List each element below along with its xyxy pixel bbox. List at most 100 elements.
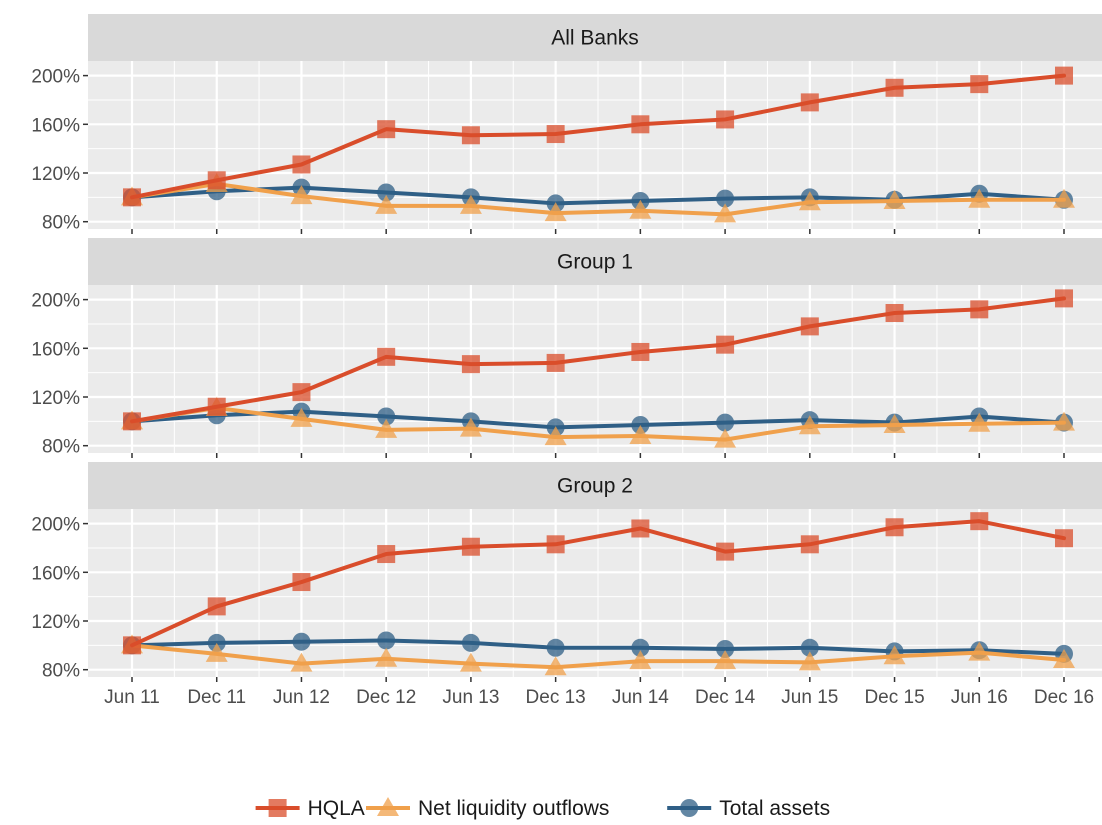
x-tick-label: Dec 16 xyxy=(1034,687,1094,708)
legend-key-marker xyxy=(377,797,399,816)
data-point-net-liquidity-outflows xyxy=(544,202,567,222)
legend-item-hqla: HQLA xyxy=(255,797,365,820)
data-point-hqla xyxy=(461,537,480,556)
data-point-net-liquidity-outflows xyxy=(290,185,313,205)
data-point-total-assets xyxy=(716,413,735,432)
data-point-net-liquidity-outflows xyxy=(544,656,567,676)
series-line-hqla xyxy=(130,519,1066,648)
data-point-net-liquidity-outflows xyxy=(1053,188,1075,208)
data-point-net-liquidity-outflows xyxy=(714,428,737,448)
data-point-net-liquidity-outflows xyxy=(798,415,821,435)
x-tick-label: Dec 13 xyxy=(526,687,586,708)
panel-group-2: Group 2 80% 120% 160% 200% xyxy=(31,462,1102,682)
y-tick-label: 80% xyxy=(42,661,80,682)
data-point-net-liquidity-outflows xyxy=(459,194,482,214)
x-tick-label: Jun 16 xyxy=(951,687,1008,708)
data-point-net-liquidity-outflows xyxy=(798,651,821,671)
panel-group-1: Group 1 80% 120% 160% 200% xyxy=(31,238,1102,458)
y-tick-label: 80% xyxy=(42,213,80,234)
data-point-total-assets xyxy=(800,638,819,657)
data-point-hqla xyxy=(377,545,396,564)
y-tick-label: 120% xyxy=(31,612,80,633)
data-point-hqla xyxy=(546,353,565,372)
panel-title: Group 2 xyxy=(557,475,633,498)
data-point-net-liquidity-outflows xyxy=(629,650,652,670)
panel-all-banks: All Banks 80% 120% 160% 200% xyxy=(31,14,1102,234)
y-tick-label: 80% xyxy=(42,437,80,458)
data-point-net-liquidity-outflows xyxy=(205,642,228,662)
data-point-hqla xyxy=(800,93,819,112)
legend-label: HQLA xyxy=(308,797,365,820)
series-line-total-assets xyxy=(130,638,1066,656)
data-point-hqla xyxy=(970,75,989,94)
data-point-net-liquidity-outflows xyxy=(883,645,906,665)
y-tick-label: 200% xyxy=(31,291,80,312)
legend-item-net-liquidity-outflows: Net liquidity outflows xyxy=(366,797,609,820)
panel-title: All Banks xyxy=(551,27,639,50)
data-point-hqla xyxy=(292,573,311,592)
data-point-hqla xyxy=(207,397,226,416)
data-point-hqla xyxy=(123,412,141,431)
series-line-net-liquidity-outflows xyxy=(130,643,1066,670)
data-point-net-liquidity-outflows xyxy=(968,641,991,661)
series-line-net-liquidity-outflows xyxy=(130,405,1066,442)
legend-label: Net liquidity outflows xyxy=(418,797,609,820)
legend-label: Total assets xyxy=(719,797,830,820)
data-point-net-liquidity-outflows xyxy=(629,424,652,444)
data-point-net-liquidity-outflows xyxy=(968,412,991,432)
data-point-net-liquidity-outflows xyxy=(375,647,398,667)
legend-key-marker xyxy=(268,799,287,817)
data-point-total-assets xyxy=(546,638,565,657)
data-point-hqla xyxy=(716,335,735,354)
data-point-hqla xyxy=(716,542,735,561)
legend-item-total-assets: Total assets xyxy=(667,797,830,820)
data-point-hqla xyxy=(1055,289,1073,308)
data-point-hqla xyxy=(123,636,141,655)
x-tick-label: Dec 14 xyxy=(695,687,756,708)
x-tick-label: Dec 15 xyxy=(864,687,924,708)
data-point-net-liquidity-outflows xyxy=(714,650,737,670)
data-point-hqla xyxy=(461,355,480,374)
series-line-hqla xyxy=(130,296,1066,424)
data-point-hqla xyxy=(970,300,989,319)
data-point-hqla xyxy=(885,518,904,537)
data-point-hqla xyxy=(716,110,735,129)
y-tick-label: 200% xyxy=(31,67,80,88)
data-point-hqla xyxy=(885,78,904,97)
data-point-hqla xyxy=(207,597,226,616)
x-tick-label: Jun 14 xyxy=(612,687,669,708)
data-point-hqla xyxy=(970,512,989,531)
data-point-net-liquidity-outflows xyxy=(290,652,313,672)
data-point-net-liquidity-outflows xyxy=(968,188,991,208)
data-point-net-liquidity-outflows xyxy=(459,417,482,437)
data-point-total-assets xyxy=(292,632,311,651)
data-point-net-liquidity-outflows xyxy=(1053,411,1075,431)
data-point-net-liquidity-outflows xyxy=(459,652,482,672)
data-point-total-assets xyxy=(461,633,480,652)
panel-strip xyxy=(88,238,1102,285)
data-point-hqla xyxy=(207,171,226,190)
data-point-net-liquidity-outflows xyxy=(544,426,567,446)
series-line-total-assets xyxy=(130,185,1066,206)
x-tick-label: Jun 12 xyxy=(273,687,330,708)
y-tick-label: 160% xyxy=(31,563,80,584)
series-line-net-liquidity-outflows xyxy=(130,181,1066,217)
data-point-hqla xyxy=(1055,529,1073,548)
y-tick-label: 160% xyxy=(31,115,80,136)
data-point-hqla xyxy=(461,126,480,145)
x-tick-label: Dec 12 xyxy=(356,687,416,708)
series-line-hqla xyxy=(130,73,1066,200)
data-point-total-assets xyxy=(716,640,735,658)
data-point-net-liquidity-outflows xyxy=(1053,648,1075,668)
panel-strip xyxy=(88,462,1102,509)
legend: HQLA Net liquidity outflows Total assets xyxy=(255,797,830,820)
data-point-net-liquidity-outflows xyxy=(798,191,821,211)
y-tick-label: 120% xyxy=(31,388,80,409)
data-point-hqla xyxy=(377,120,396,139)
data-point-hqla xyxy=(292,155,311,174)
data-point-total-assets xyxy=(377,631,396,650)
data-point-hqla xyxy=(546,535,565,554)
x-tick-label: Jun 11 xyxy=(104,687,160,708)
panel-strip xyxy=(88,14,1102,61)
